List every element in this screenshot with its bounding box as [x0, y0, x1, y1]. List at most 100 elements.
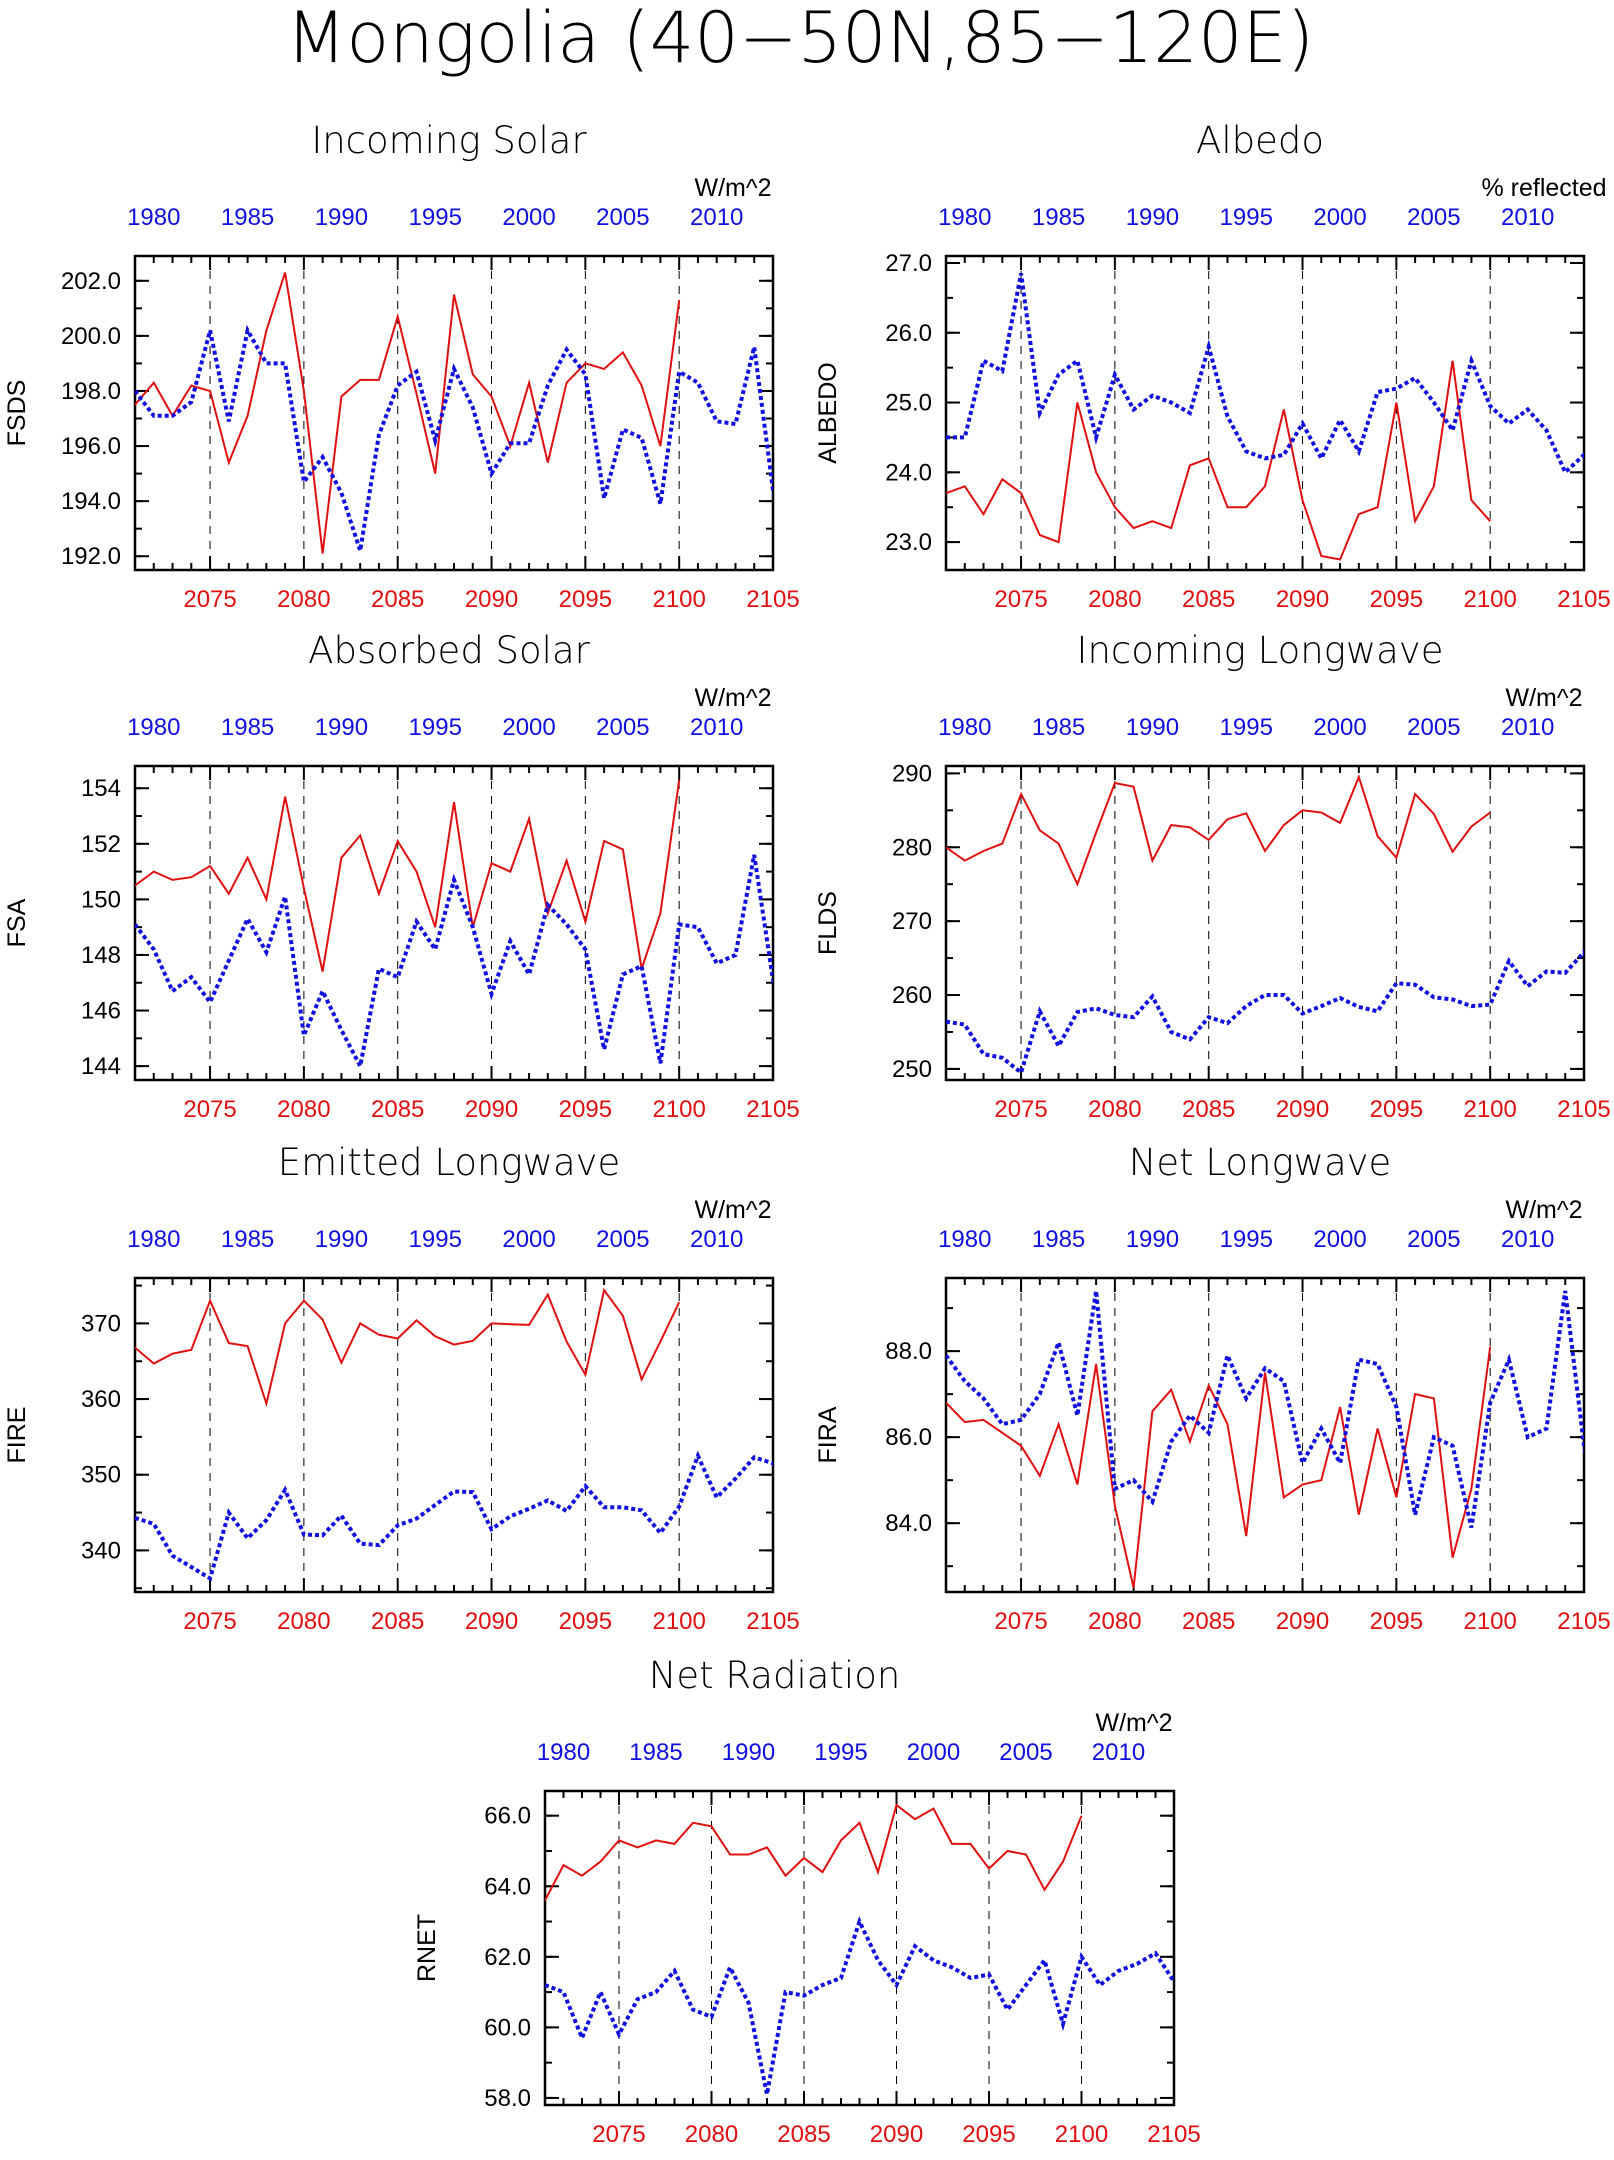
x-tick-label: 2080	[1088, 1608, 1141, 1635]
y-tick-label: 26.0	[885, 320, 932, 347]
x-top-tick-label: 2005	[596, 204, 649, 231]
x-top-tick-label: 2000	[1313, 1226, 1366, 1253]
panel-title: Emitted Longwave	[278, 1141, 621, 1184]
x-tick-label: 2095	[1370, 1096, 1423, 1123]
x-tick-label: 2090	[1276, 1608, 1329, 1635]
x-tick-label: 2080	[1088, 586, 1141, 613]
x-top-tick-label: 2005	[596, 714, 649, 741]
y-axis-label: FLDS	[814, 891, 842, 955]
x-tick-label: 2090	[870, 2121, 923, 2148]
x-tick-label: 2095	[559, 1608, 612, 1635]
y-tick-label: 270	[892, 908, 932, 935]
x-top-tick-label: 2005	[596, 1226, 649, 1253]
x-tick-label: 2090	[465, 1608, 518, 1635]
y-tick-label: 198.0	[61, 378, 121, 405]
x-tick-label: 2075	[994, 1608, 1047, 1635]
x-top-tick-label: 2005	[1407, 714, 1460, 741]
x-tick-label: 2105	[1147, 2121, 1200, 2148]
y-tick-label: 148	[81, 942, 121, 969]
x-tick-label: 2100	[1463, 1096, 1516, 1123]
x-tick-label: 2085	[1182, 1608, 1235, 1635]
x-tick-label: 2090	[465, 586, 518, 613]
x-top-tick-label: 1995	[409, 1226, 462, 1253]
units-label: W/m^2	[1095, 1709, 1172, 1737]
x-top-tick-label: 2000	[1313, 204, 1366, 231]
x-top-tick-label: 1990	[315, 714, 368, 741]
y-axis-label: FSA	[3, 898, 31, 947]
panel-title: Incoming Solar	[311, 119, 587, 162]
series-future-line	[946, 777, 1490, 884]
x-top-tick-label: 1995	[1220, 1226, 1273, 1253]
x-top-tick-label: 2000	[502, 204, 555, 231]
x-tick-label: 2095	[962, 2121, 1015, 2148]
x-tick-label: 2085	[371, 1096, 424, 1123]
x-top-tick-label: 1985	[221, 204, 274, 231]
series-future-line	[135, 1290, 679, 1404]
x-tick-label: 2100	[1463, 1608, 1516, 1635]
x-top-tick-label: 1995	[409, 714, 462, 741]
y-tick-label: 154	[81, 775, 121, 802]
y-tick-label: 23.0	[885, 529, 932, 556]
x-tick-label: 2105	[1557, 1096, 1610, 1123]
x-top-tick-label: 1980	[938, 1226, 991, 1253]
y-axis-label: FIRE	[3, 1407, 31, 1464]
x-top-tick-label: 1990	[1126, 204, 1179, 231]
x-top-tick-label: 2005	[999, 1739, 1052, 1766]
panel-title: Net Radiation	[649, 1654, 901, 1697]
y-tick-label: 200.0	[61, 323, 121, 350]
x-top-tick-label: 2000	[502, 1226, 555, 1253]
panel-fsa: Absorbed SolarW/m^2FSA207520802085209020…	[3, 629, 811, 1123]
x-top-tick-label: 2005	[1407, 204, 1460, 231]
panel-title: Albedo	[1196, 119, 1324, 162]
y-tick-label: 350	[81, 1462, 121, 1489]
x-tick-label: 2095	[559, 1096, 612, 1123]
x-top-tick-label: 1980	[127, 714, 180, 741]
series-historical-line	[946, 273, 1614, 493]
x-tick-label: 2100	[652, 586, 705, 613]
x-top-tick-label: 1990	[315, 204, 368, 231]
x-tick-label: 2075	[183, 1096, 236, 1123]
series-historical-line	[135, 1456, 811, 1579]
x-tick-label: 2080	[277, 1608, 330, 1635]
series-historical-line	[135, 855, 811, 1066]
y-tick-label: 144	[81, 1053, 121, 1080]
x-tick-label: 2095	[1370, 586, 1423, 613]
y-tick-label: 360	[81, 1386, 121, 1413]
plot-frame	[135, 766, 773, 1080]
x-top-tick-label: 1985	[1032, 714, 1085, 741]
x-top-tick-label: 2005	[1407, 1226, 1460, 1253]
panel-fira: Net LongwaveW/m^2FIRA2075208020852090209…	[814, 1141, 1614, 1635]
plot-frame	[946, 1278, 1584, 1592]
panel-fsds: Incoming SolarW/m^2FSDS20752080208520902…	[3, 119, 811, 613]
series-historical-line	[545, 1922, 1211, 2095]
x-top-tick-label: 2010	[1501, 714, 1554, 741]
series-historical-line	[946, 1291, 1614, 1528]
x-tick-label: 2085	[371, 586, 424, 613]
units-label: W/m^2	[694, 1196, 771, 1224]
panel-title: Absorbed Solar	[308, 629, 590, 672]
x-top-tick-label: 2000	[502, 714, 555, 741]
series-future-line	[545, 1805, 1082, 1900]
x-tick-label: 2075	[183, 1608, 236, 1635]
x-top-tick-label: 1995	[1220, 204, 1273, 231]
x-top-tick-label: 1995	[814, 1739, 867, 1766]
y-tick-label: 25.0	[885, 390, 932, 417]
x-top-tick-label: 1990	[315, 1226, 368, 1253]
x-tick-label: 2105	[746, 586, 799, 613]
series-historical-line	[135, 330, 811, 550]
y-tick-label: 202.0	[61, 268, 121, 295]
x-top-tick-label: 2000	[907, 1739, 960, 1766]
x-tick-label: 2075	[183, 586, 236, 613]
panel-title: Incoming Longwave	[1077, 629, 1444, 672]
x-top-tick-label: 2010	[690, 1226, 743, 1253]
x-top-tick-label: 1985	[629, 1739, 682, 1766]
x-top-tick-label: 2010	[1501, 1226, 1554, 1253]
series-future-line	[946, 361, 1490, 560]
x-top-tick-label: 1995	[1220, 714, 1273, 741]
x-top-tick-label: 1980	[938, 714, 991, 741]
units-label: W/m^2	[694, 684, 771, 712]
x-tick-label: 2075	[592, 2121, 645, 2148]
series-historical-line	[946, 952, 1614, 1072]
y-tick-label: 86.0	[885, 1424, 932, 1451]
x-tick-label: 2105	[746, 1608, 799, 1635]
